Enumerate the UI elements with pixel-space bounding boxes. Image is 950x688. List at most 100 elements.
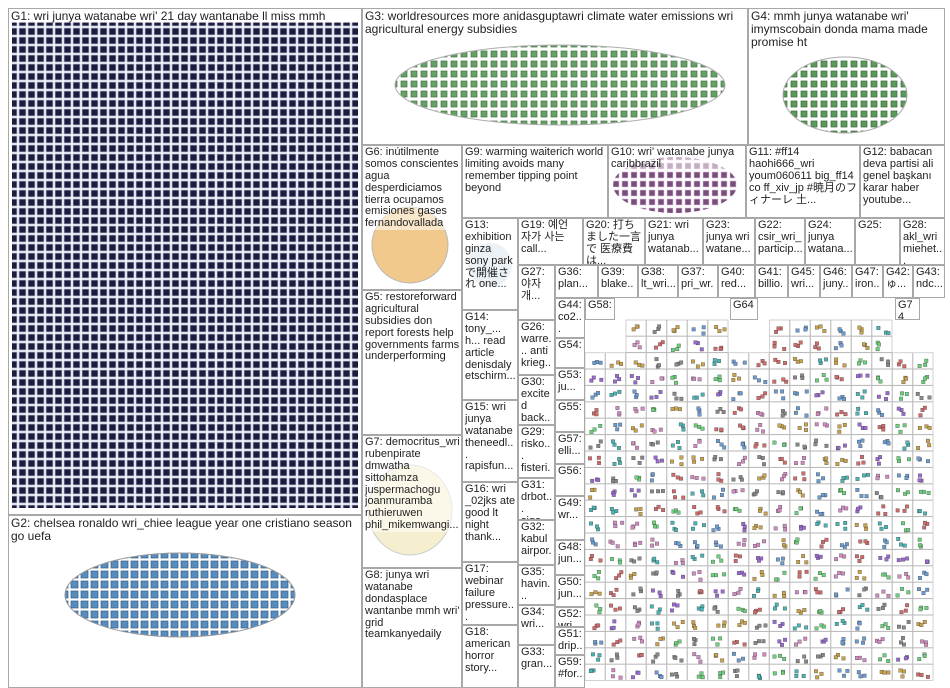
node <box>652 556 657 561</box>
node <box>756 674 761 679</box>
mini-group <box>810 467 831 484</box>
mini-group <box>892 532 913 550</box>
node <box>813 345 818 350</box>
node <box>700 362 705 367</box>
node <box>696 655 701 660</box>
node <box>857 325 862 330</box>
node <box>678 422 683 427</box>
node <box>877 342 881 347</box>
node <box>793 343 798 347</box>
node <box>861 460 866 465</box>
node <box>617 606 622 611</box>
node <box>843 459 848 463</box>
node <box>837 424 842 429</box>
mini-group <box>605 401 626 419</box>
node <box>802 477 807 482</box>
node <box>715 642 720 647</box>
mini-group <box>912 532 934 550</box>
node <box>655 642 660 647</box>
mini-group <box>892 565 913 583</box>
node <box>845 587 850 592</box>
node <box>655 626 660 631</box>
node <box>814 626 819 631</box>
group-panel: G7: democritus_wri rubenpirate dmwatha s… <box>362 435 462 568</box>
node <box>773 389 778 394</box>
node <box>681 495 686 500</box>
group-panel: G9: warming waiterich world limiting avo… <box>462 145 608 218</box>
mini-group <box>912 368 934 386</box>
node <box>804 413 809 418</box>
group-panel: G50: jun... <box>555 575 585 607</box>
node <box>693 444 698 448</box>
node <box>833 655 838 660</box>
mini-group <box>892 647 913 665</box>
node <box>862 389 867 394</box>
node <box>736 541 741 546</box>
mini-group <box>646 336 667 353</box>
node <box>834 360 838 365</box>
node <box>918 607 923 612</box>
node <box>618 460 622 465</box>
mini-group <box>748 565 770 583</box>
node <box>860 555 865 560</box>
node <box>739 477 744 482</box>
node <box>660 340 665 345</box>
mini-group <box>830 401 852 419</box>
mini-group <box>707 664 729 681</box>
node <box>614 576 619 581</box>
node <box>698 510 703 515</box>
node <box>885 474 890 479</box>
node <box>736 590 741 595</box>
node <box>692 505 697 509</box>
node <box>917 364 922 368</box>
node <box>700 426 705 431</box>
node <box>926 491 931 495</box>
node <box>679 462 684 467</box>
node <box>782 543 786 548</box>
mini-group <box>912 352 934 370</box>
node <box>618 560 623 565</box>
mini-group <box>646 532 667 550</box>
mini-group <box>851 664 872 681</box>
mini-group <box>748 483 770 501</box>
node <box>876 326 881 330</box>
node <box>819 544 824 549</box>
node <box>636 622 641 627</box>
node <box>722 572 727 577</box>
group-panel: G10: wri' watanabe junya caribbrazil <box>608 145 746 218</box>
node <box>842 491 847 496</box>
node <box>899 640 903 645</box>
node <box>738 423 742 428</box>
mini-group <box>584 483 606 501</box>
node <box>620 520 625 525</box>
group-panel: G49: wr... <box>555 496 585 540</box>
node <box>816 346 821 351</box>
node <box>654 670 659 675</box>
node <box>639 653 644 658</box>
node <box>614 587 619 592</box>
node <box>710 559 715 564</box>
group-panel: G46: juny... <box>820 265 852 298</box>
node <box>609 591 613 596</box>
node <box>752 576 757 581</box>
node <box>634 507 639 512</box>
node <box>799 526 803 531</box>
node <box>651 442 655 447</box>
group-label: G16: wri _02jks ate good lt night thank.… <box>465 483 516 544</box>
node <box>886 359 891 364</box>
node <box>697 570 702 574</box>
mini-group <box>707 450 729 468</box>
node <box>736 658 741 663</box>
node <box>756 396 761 400</box>
node <box>793 375 797 380</box>
mini-group <box>789 664 811 681</box>
node <box>674 362 679 367</box>
node <box>591 652 595 657</box>
node <box>690 491 695 496</box>
node <box>755 589 760 593</box>
group-label: G28: akl_wri miehet... <box>903 219 943 264</box>
node <box>633 360 638 365</box>
node <box>718 675 723 679</box>
g2-nodes <box>64 552 296 638</box>
mini-group <box>666 647 688 665</box>
